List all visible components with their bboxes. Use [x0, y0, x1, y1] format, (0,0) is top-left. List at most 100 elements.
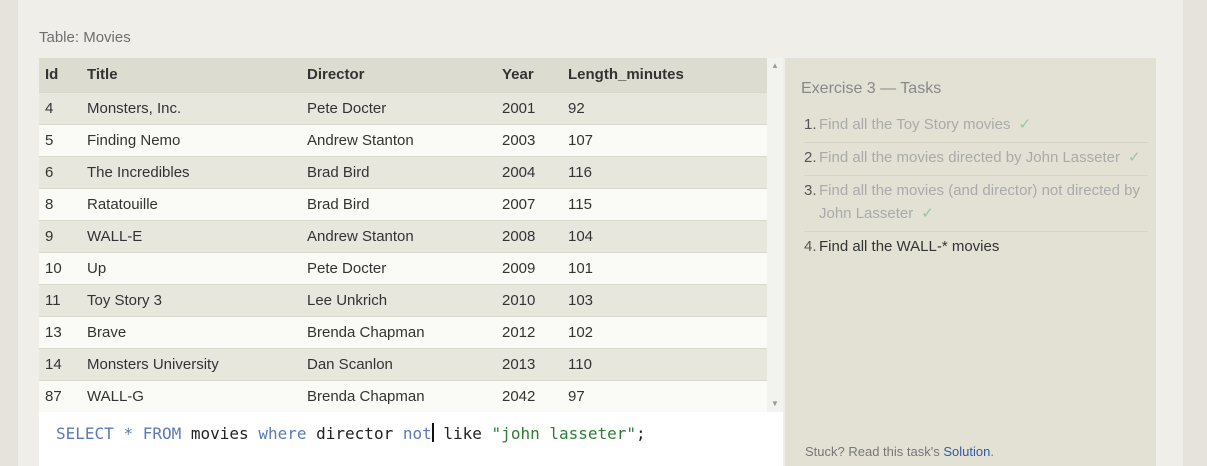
- tasks-panel: Exercise 3 — Tasks 1. Find all the Toy St…: [785, 58, 1156, 466]
- cell-length: 104: [568, 227, 594, 245]
- sql-token: [249, 424, 259, 443]
- sql-token: [307, 424, 317, 443]
- table-body: 4 Monsters, Inc. Pete Docter 2001 92 5 Finding…: [39, 92, 767, 412]
- sql-token: *: [123, 424, 134, 443]
- sql-token: movies: [190, 424, 249, 443]
- cell-title: Monsters University: [87, 355, 219, 373]
- cell-director: Andrew Stanton: [307, 131, 414, 149]
- cell-id: 10: [45, 259, 62, 277]
- stuck-suffix: .: [990, 444, 994, 459]
- scroll-up-arrow-icon[interactable]: ▲: [771, 61, 779, 70]
- table-row: 5 Finding Nemo Andrew Stanton 2003 107: [39, 124, 767, 156]
- cell-length: 115: [568, 195, 592, 213]
- results-table: Id Title Director Year Length_minutes 4 M…: [39, 58, 767, 412]
- tasks-title: Exercise 3 — Tasks: [801, 80, 942, 97]
- sql-editor[interactable]: SELECT * FROM movies where director not …: [39, 412, 783, 466]
- sql-token: like: [433, 424, 492, 443]
- cell-director: Dan Scanlon: [307, 355, 393, 373]
- column-header-id: Id: [45, 66, 59, 84]
- table-scrollbar[interactable]: ▲ ▼: [767, 58, 783, 412]
- cell-length: 110: [568, 355, 592, 373]
- cell-year: 2004: [502, 163, 536, 181]
- cell-director: Lee Unkrich: [307, 291, 388, 309]
- cell-length: 101: [568, 259, 594, 277]
- task-number: 1.: [804, 116, 817, 133]
- results-table-container[interactable]: Id Title Director Year Length_minutes 4 M…: [39, 58, 767, 412]
- task-text: Find all the WALL-* movies: [819, 238, 1000, 255]
- cell-title: Ratatouille: [87, 195, 158, 213]
- column-header-length: Length_minutes: [568, 66, 684, 84]
- table-row: 87 WALL-G Brenda Chapman 2042 97: [39, 380, 767, 412]
- cell-length: 102: [568, 323, 594, 341]
- sql-token: director: [316, 424, 394, 443]
- table-row: 9 WALL-E Andrew Stanton 2008 104: [39, 220, 767, 252]
- table-row: 11 Toy Story 3 Lee Unkrich 2010 103: [39, 284, 767, 316]
- cell-director: Brenda Chapman: [307, 323, 425, 341]
- stuck-hint: Stuck? Read this task's Solution.: [805, 444, 994, 459]
- cell-director: Pete Docter: [307, 259, 387, 277]
- task-text: Find all the Toy Story movies: [819, 116, 1011, 133]
- cell-title: Monsters, Inc.: [87, 99, 182, 117]
- table-row: 10 Up Pete Docter 2009 101: [39, 252, 767, 284]
- task-text-wrap: Find all the WALL-* movies: [819, 235, 999, 258]
- task-item: 2. Find all the movies directed by John L…: [804, 146, 1148, 176]
- cell-id: 87: [45, 387, 62, 405]
- task-number: 3.: [804, 182, 817, 199]
- cell-title: Finding Nemo: [87, 131, 181, 149]
- cell-year: 2008: [502, 227, 536, 245]
- cell-year: 2003: [502, 131, 536, 149]
- table-row: 6 The Incredibles Brad Bird 2004 116: [39, 156, 767, 188]
- cell-director: Brad Bird: [307, 195, 370, 213]
- cell-year: 2010: [502, 291, 536, 309]
- sql-token: where: [258, 424, 307, 443]
- sql-token: [133, 424, 143, 443]
- cell-title: Up: [87, 259, 107, 277]
- cell-length: 92: [568, 99, 585, 117]
- cell-length: 103: [568, 291, 594, 309]
- cell-id: 11: [45, 291, 61, 309]
- task-text: Find all the movies (and director) not d…: [819, 182, 1140, 222]
- task-text-wrap: Find all the Toy Story movies ✓: [819, 113, 1031, 136]
- sql-token: [181, 424, 191, 443]
- cell-title: Toy Story 3: [87, 291, 163, 309]
- cell-director: Andrew Stanton: [307, 227, 414, 245]
- sql-token: "john lasseter": [491, 424, 637, 443]
- table-row: 8 Ratatouille Brad Bird 2007 115: [39, 188, 767, 220]
- cell-length: 116: [568, 163, 592, 181]
- table-header-row: Id Title Director Year Length_minutes: [39, 58, 767, 92]
- task-text: Find all the movies directed by John Las…: [819, 149, 1120, 166]
- cell-id: 13: [45, 323, 62, 341]
- column-header-year: Year: [502, 66, 534, 84]
- task-item: 1. Find all the Toy Story movies ✓: [804, 113, 1148, 143]
- sql-token: FROM: [142, 424, 182, 443]
- sql-token: [393, 424, 403, 443]
- scroll-down-arrow-icon[interactable]: ▼: [771, 399, 779, 408]
- sql-query-text[interactable]: SELECT * FROM movies where director not …: [56, 423, 646, 443]
- cell-id: 8: [45, 195, 54, 213]
- sql-token: not: [402, 424, 432, 443]
- cell-id: 5: [45, 131, 54, 149]
- cell-director: Brad Bird: [307, 163, 370, 181]
- checkmark-icon: ✓: [1128, 149, 1141, 166]
- cell-id: 14: [45, 355, 62, 373]
- cell-title: Brave: [87, 323, 127, 341]
- solution-link[interactable]: Solution: [943, 444, 991, 459]
- cell-year: 2012: [502, 323, 536, 341]
- task-item: 3. Find all the movies (and director) not…: [804, 179, 1148, 232]
- cell-title: WALL-E: [87, 227, 143, 245]
- table-caption: Table: Movies: [39, 29, 131, 46]
- text-cursor: [431, 423, 434, 442]
- cell-length: 97: [568, 387, 585, 405]
- checkmark-icon: ✓: [1018, 116, 1032, 133]
- sql-token: [114, 424, 124, 443]
- sql-token: ;: [636, 424, 646, 443]
- cell-year: 2001: [502, 99, 536, 117]
- task-text-wrap: Find all the movies directed by John Las…: [819, 146, 1141, 169]
- table-row: 13 Brave Brenda Chapman 2012 102: [39, 316, 767, 348]
- task-item: 4. Find all the WALL-* movies: [804, 235, 1148, 264]
- cell-year: 2013: [502, 355, 536, 373]
- cell-title: The Incredibles: [87, 163, 190, 181]
- table-row: 14 Monsters University Dan Scanlon 2013 110: [39, 348, 767, 380]
- cell-length: 107: [568, 131, 594, 149]
- cell-year: 2042: [502, 387, 536, 405]
